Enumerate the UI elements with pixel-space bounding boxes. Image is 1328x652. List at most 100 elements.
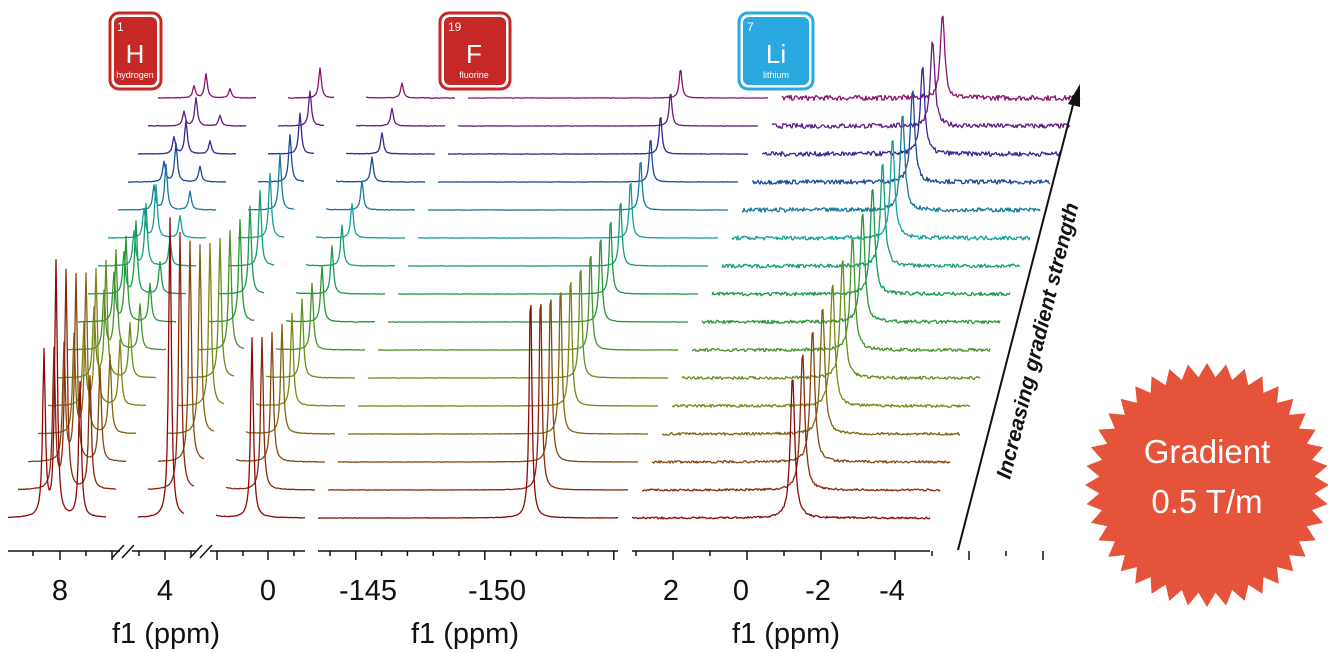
element-symbol: Li bbox=[766, 39, 786, 69]
spectrum-trace-1H-row-9-seg-0 bbox=[97, 202, 197, 267]
spectrum-trace-19F-row-0 bbox=[317, 304, 618, 519]
spectrum-trace-19F-row-12 bbox=[437, 139, 739, 183]
spectrum-trace-1H-row-1-seg-1 bbox=[147, 231, 195, 490]
spectrum-trace-1H-row-2-seg-2 bbox=[235, 331, 326, 463]
element-symbol: H bbox=[126, 39, 145, 69]
tick-label-f-1: -150 bbox=[468, 575, 526, 607]
spectrum-trace-1H-row-12-seg-0 bbox=[127, 142, 227, 183]
spectrum-trace-19F-row-8 bbox=[397, 221, 699, 295]
arrow-head bbox=[1068, 84, 1080, 107]
spectrum-trace-1H-row-0-seg-0 bbox=[7, 258, 107, 519]
tick-label-li-1: 0 bbox=[733, 575, 749, 607]
spectrum-trace-1H-row-15-seg-2 bbox=[365, 82, 456, 99]
spectrum-trace-19F-row-2 bbox=[337, 299, 638, 463]
spectrum-trace-7Li-row-8 bbox=[711, 189, 1011, 297]
spectra-layer bbox=[7, 15, 1081, 520]
x-axis-title-f: f1 (ppm) bbox=[411, 618, 519, 650]
x-axes bbox=[8, 544, 1044, 560]
spectrum-trace-1H-row-6-seg-1 bbox=[197, 230, 245, 351]
spectrum-trace-1H-row-8-seg-1 bbox=[217, 205, 265, 295]
spectrum-trace-19F-row-11 bbox=[427, 161, 728, 211]
spectrum-trace-1H-row-0-seg-1 bbox=[137, 217, 185, 518]
spectrum-trace-7Li-row-13 bbox=[762, 66, 1061, 157]
element-tile-lithium: 7 Li lithium bbox=[737, 11, 815, 91]
spectrum-trace-1H-row-4-seg-2 bbox=[255, 312, 345, 407]
spectrum-trace-7Li-row-1 bbox=[641, 354, 941, 492]
spectrum-trace-19F-row-1 bbox=[327, 303, 628, 491]
element-number: 19 bbox=[448, 20, 462, 34]
spectrum-trace-1H-row-7-seg-1 bbox=[207, 218, 255, 323]
spectrum-trace-7Li-row-14 bbox=[771, 41, 1071, 130]
tick-label-li-3: -4 bbox=[879, 575, 905, 607]
element-tile-fluorine: 19 F fluorine bbox=[438, 11, 512, 91]
spectrum-trace-1H-row-1-seg-2 bbox=[225, 336, 315, 491]
badge-starburst bbox=[1085, 363, 1328, 607]
gradient-badge: Gradient 0.5 T/m bbox=[1085, 363, 1328, 607]
spectrum-trace-1H-row-5-seg-1 bbox=[188, 237, 235, 379]
spectrum-trace-1H-row-11-seg-2 bbox=[325, 180, 416, 211]
spectrum-trace-19F-row-3 bbox=[348, 292, 649, 435]
spectrum-trace-7Li-row-12 bbox=[751, 90, 1051, 185]
spectrum-trace-7Li-row-6 bbox=[691, 238, 991, 353]
spectrum-trace-19F-row-10 bbox=[417, 182, 718, 239]
tile-fill bbox=[114, 17, 157, 85]
tick-labels: 8 4 0 -145 -150 2 0 -2 -4 bbox=[52, 575, 905, 607]
spectrum-trace-1H-row-13-seg-0 bbox=[137, 120, 237, 155]
tile-fill bbox=[444, 17, 506, 85]
spectrum-trace-7Li-row-7 bbox=[701, 213, 1001, 325]
spectrum-trace-7Li-row-10 bbox=[731, 140, 1031, 241]
spectrum-trace-7Li-row-9 bbox=[721, 163, 1021, 269]
element-number: 1 bbox=[117, 20, 124, 34]
tick-marks bbox=[32, 551, 1044, 560]
element-name: lithium bbox=[763, 70, 789, 80]
spectrum-trace-1H-row-14-seg-0 bbox=[148, 96, 247, 127]
spectrum-trace-1H-row-12-seg-2 bbox=[335, 156, 426, 183]
arrow-shaft bbox=[957, 100, 1075, 551]
spectrum-trace-1H-row-2-seg-1 bbox=[157, 240, 205, 463]
element-symbol: F bbox=[466, 39, 482, 69]
spectrum-trace-1H-row-10-seg-2 bbox=[315, 203, 406, 239]
x-axis-title-li: f1 (ppm) bbox=[732, 618, 840, 650]
spectrum-trace-1H-row-10-seg-1 bbox=[237, 172, 285, 239]
spectrum-trace-7Li-row-3 bbox=[661, 308, 961, 436]
tick-label-f-0: -145 bbox=[339, 575, 397, 607]
spectrum-trace-1H-row-14-seg-2 bbox=[355, 107, 446, 127]
element-name: hydrogen bbox=[116, 70, 154, 80]
x-axis-title-h: f1 (ppm) bbox=[112, 618, 220, 650]
axis-titles: f1 (ppm) f1 (ppm) f1 (ppm) bbox=[112, 618, 840, 650]
badge-line-1: Gradient bbox=[1144, 433, 1271, 470]
spectrum-trace-1H-row-11-seg-0 bbox=[118, 163, 217, 211]
spectrum-trace-1H-row-2-seg-0 bbox=[28, 272, 127, 463]
spectrum-trace-1H-row-15-seg-0 bbox=[157, 72, 256, 99]
spectrum-trace-19F-row-7 bbox=[387, 239, 689, 323]
spectrum-trace-1H-row-1-seg-0 bbox=[17, 268, 117, 491]
tile-fill bbox=[743, 17, 809, 85]
spectrum-trace-19F-row-15 bbox=[467, 69, 769, 99]
element-number: 7 bbox=[747, 20, 754, 34]
element-name: fluorine bbox=[459, 70, 489, 80]
spectrum-trace-1H-row-9-seg-2 bbox=[305, 224, 396, 267]
spectrum-trace-19F-row-14 bbox=[458, 93, 759, 127]
badge-line-2: 0.5 T/m bbox=[1151, 483, 1262, 520]
spectrum-trace-1H-row-3-seg-1 bbox=[168, 244, 215, 435]
spectrum-trace-1H-row-8-seg-2 bbox=[295, 245, 386, 295]
spectrum-trace-1H-row-0-seg-2 bbox=[215, 337, 306, 519]
spectrum-trace-1H-row-4-seg-1 bbox=[177, 242, 225, 407]
spectrum-trace-7Li-row-2 bbox=[651, 331, 951, 464]
spectrum-trace-19F-row-6 bbox=[377, 255, 679, 351]
spectrum-trace-7Li-row-4 bbox=[671, 284, 971, 408]
axis-break-2 bbox=[189, 544, 213, 559]
spectrum-trace-19F-row-13 bbox=[447, 116, 749, 155]
axis-break-1 bbox=[111, 544, 135, 559]
tick-label-h-0: 8 bbox=[52, 575, 68, 607]
spectrum-trace-7Li-row-0 bbox=[631, 379, 931, 520]
spectrum-trace-7Li-row-5 bbox=[681, 260, 981, 381]
spectrum-trace-19F-row-4 bbox=[358, 281, 658, 407]
spectrum-trace-1H-row-15-seg-1 bbox=[287, 67, 335, 99]
spectrum-trace-19F-row-9 bbox=[408, 202, 709, 267]
tick-label-h-1: 4 bbox=[157, 575, 173, 607]
spectrum-trace-7Li-row-11 bbox=[741, 115, 1041, 213]
spectrum-trace-19F-row-5 bbox=[368, 269, 669, 379]
